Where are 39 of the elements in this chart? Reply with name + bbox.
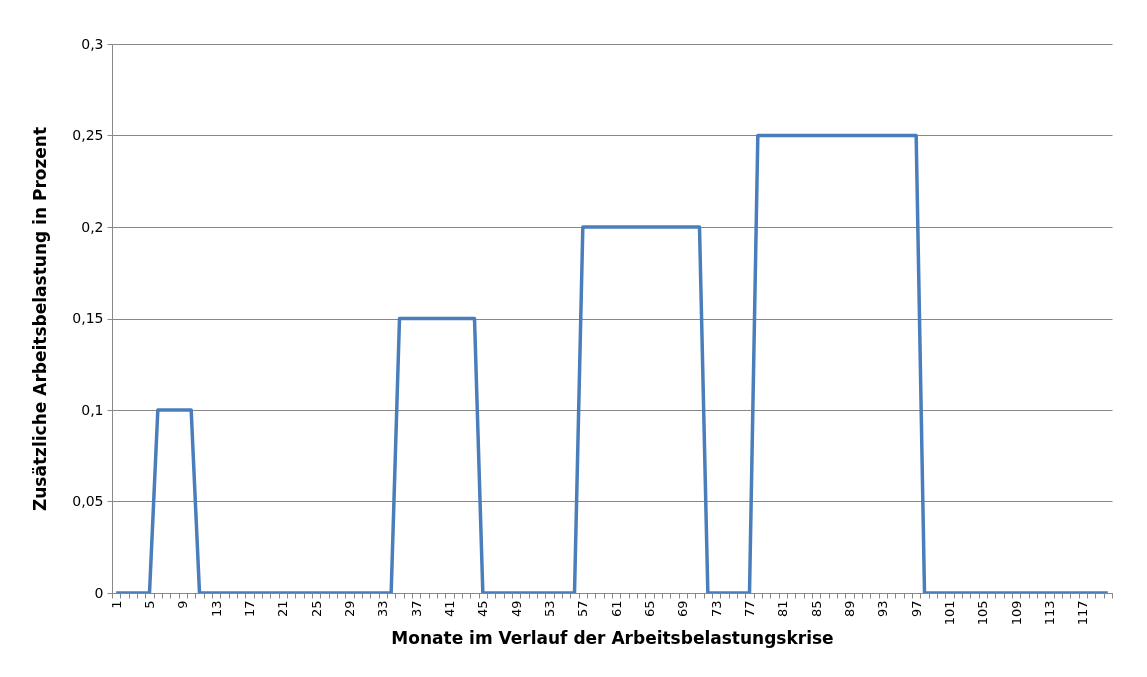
x-tick-label: 49 bbox=[508, 600, 524, 618]
y-tick-label: 0,15 bbox=[72, 310, 104, 326]
x-tick-label: 65 bbox=[642, 600, 657, 618]
x-tick-label: 117 bbox=[1075, 600, 1091, 626]
x-tick-label: 33 bbox=[375, 600, 391, 618]
y-tick-label: 0,2 bbox=[81, 218, 104, 235]
y-tick-label: 0,1 bbox=[81, 401, 104, 418]
x-axis-title: Monate im Verlauf der Arbeitsbelastungskrise bbox=[391, 628, 834, 649]
x-tick-label: 1 bbox=[108, 600, 124, 609]
x-tick-label: 57 bbox=[575, 600, 591, 618]
x-tick-label: 113 bbox=[1042, 600, 1057, 626]
x-tick-label: 17 bbox=[242, 600, 257, 618]
x-tick-label: 81 bbox=[775, 600, 791, 618]
x-tick-label: 25 bbox=[308, 600, 324, 618]
x-tick-label: 41 bbox=[442, 600, 457, 618]
x-tick-label: 73 bbox=[708, 600, 724, 618]
x-tick-label: 13 bbox=[208, 600, 224, 618]
y-tick-label: 0,25 bbox=[72, 127, 104, 143]
x-tick-label: 53 bbox=[542, 600, 557, 618]
x-tick-label: 93 bbox=[875, 600, 891, 618]
x-tick-label: 101 bbox=[942, 600, 957, 626]
x-tick-label: 85 bbox=[808, 600, 824, 618]
x-tick-label: 61 bbox=[608, 600, 624, 618]
x-tick-label: 97 bbox=[908, 600, 924, 618]
y-tick-label: 0,05 bbox=[72, 493, 104, 509]
x-tick-label: 89 bbox=[842, 600, 857, 618]
x-tick-label: 77 bbox=[742, 600, 757, 618]
x-tick-label: 21 bbox=[275, 600, 291, 618]
y-tick-label: 0 bbox=[94, 584, 104, 601]
y-axis-title: Zusätzliche Arbeitsbelastung in Prozent bbox=[30, 126, 51, 512]
x-tick-label: 5 bbox=[142, 600, 157, 609]
x-tick-label: 37 bbox=[408, 600, 424, 618]
x-tick-label: 9 bbox=[175, 600, 191, 609]
x-tick-label: 29 bbox=[342, 600, 357, 618]
x-tick-label: 45 bbox=[475, 600, 491, 618]
x-tick-label: 105 bbox=[975, 600, 991, 626]
y-tick-label: 0,3 bbox=[81, 35, 104, 52]
x-tick-label: 109 bbox=[1008, 600, 1024, 626]
x-tick-label: 69 bbox=[675, 600, 691, 618]
